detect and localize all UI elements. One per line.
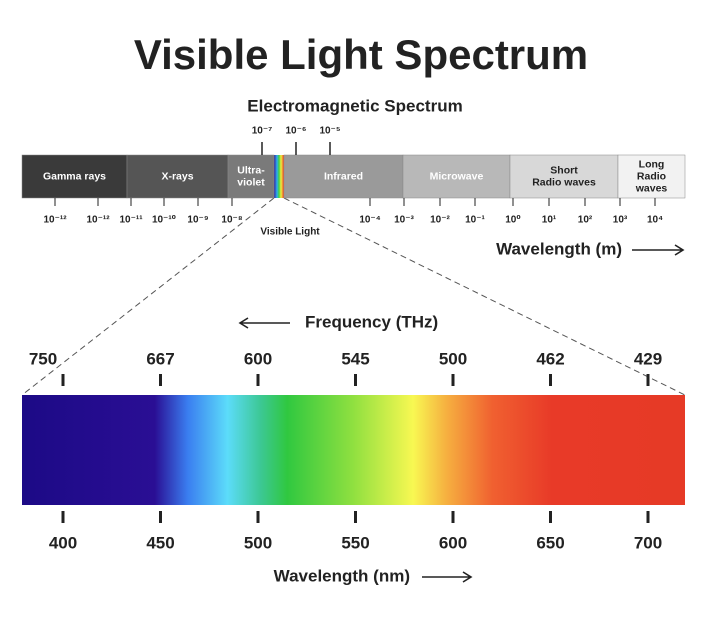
em-band	[21, 154, 128, 199]
exponent-label: 10⁻²	[430, 215, 450, 226]
wavelength-m-label: Wavelength (m)	[496, 239, 622, 258]
wavelength-tick-label: 700	[634, 533, 662, 552]
exponent-label: 10¹	[542, 215, 557, 226]
exponent-label: 10⁻¹⁰	[152, 215, 176, 226]
frequency-tick-label: 545	[341, 349, 369, 368]
exponent-label: 10⁻⁶	[285, 126, 306, 137]
exponent-label: 10⁰	[505, 215, 521, 226]
frequency-label: Frequency (THz)	[305, 312, 438, 331]
visible-spectrum	[22, 395, 685, 505]
frequency-tick-label: 429	[634, 349, 662, 368]
exponent-label: 10²	[578, 215, 593, 226]
em-band-label: violet	[237, 176, 265, 188]
title: Visible Light Spectrum	[134, 31, 588, 78]
exponent-label: 10⁻⁷	[252, 126, 273, 137]
exponent-label: 10⁻⁸	[221, 215, 242, 226]
exponent-label: 10⁻¹²	[43, 215, 67, 226]
frequency-tick-label: 667	[146, 349, 174, 368]
em-band	[227, 154, 275, 199]
wavelength-tick-label: 550	[341, 533, 369, 552]
arrow-right	[632, 244, 685, 256]
exponent-label: 10⁻⁵	[319, 126, 340, 137]
wavelength-nm-label: Wavelength (nm)	[274, 566, 410, 585]
em-band-label: X-rays	[161, 170, 193, 182]
exponent-label: 10⁻³	[394, 215, 414, 226]
em-band-label: Ultra-	[237, 164, 265, 176]
frequency-tick-label: 750	[29, 349, 57, 368]
exponent-label: 10³	[613, 215, 628, 226]
wavelength-tick-label: 650	[536, 533, 564, 552]
wavelength-tick-label: 600	[439, 533, 467, 552]
em-band	[126, 154, 229, 199]
em-band-label: Radio	[637, 170, 666, 182]
frequency-tick-label: 462	[536, 349, 564, 368]
em-band-label: waves	[635, 182, 668, 194]
frequency-tick-label: 500	[439, 349, 467, 368]
exponent-label: 10⁻⁴	[359, 215, 380, 226]
exponent-label: 10⁻¹²	[86, 215, 110, 226]
zoom-line	[283, 197, 686, 396]
em-band-label: Infrared	[324, 170, 363, 182]
exponent-label: 10⁻¹	[465, 215, 485, 226]
em-band-label: Microwave	[430, 170, 484, 182]
visible-light-label: Visible Light	[260, 227, 320, 238]
em-band	[402, 154, 511, 199]
wavelength-tick-label: 500	[244, 533, 272, 552]
em-title: Electromagnetic Spectrum	[247, 96, 462, 115]
zoom-line	[21, 197, 275, 396]
em-band-label: Long	[639, 158, 665, 170]
wavelength-tick-label: 400	[49, 533, 77, 552]
exponent-label: 10⁻⁹	[187, 215, 208, 226]
arrow-right	[422, 571, 473, 583]
em-band	[509, 154, 619, 199]
em-band-label: Radio waves	[532, 176, 596, 188]
em-band	[617, 154, 686, 199]
exponent-label: 10⁴	[647, 215, 663, 226]
wavelength-tick-label: 450	[146, 533, 174, 552]
em-band	[283, 154, 404, 199]
arrow-left	[238, 317, 290, 329]
visible-strip	[274, 155, 284, 198]
exponent-label: 10⁻¹¹	[119, 215, 143, 226]
frequency-tick-label: 600	[244, 349, 272, 368]
em-band-label: Gamma rays	[43, 170, 106, 182]
em-band-label: Short	[550, 164, 578, 176]
